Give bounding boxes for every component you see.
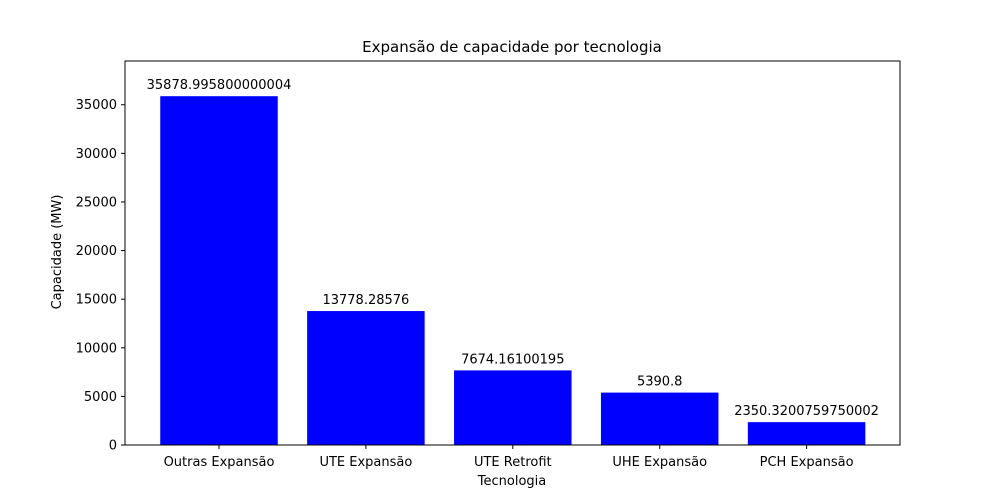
y-tick-label: 30000 <box>76 147 117 162</box>
x-axis: Outras Expansão UTE Expansão UTE Retrofit U… <box>164 445 854 470</box>
bar <box>454 370 572 445</box>
x-tick-label: UTE Expansão <box>319 455 412 470</box>
y-axis-label: Capacidade (MW) <box>50 195 65 310</box>
y-tick-label: 10000 <box>76 341 117 356</box>
bar-value-label: 2350.3200759750002 <box>734 404 879 419</box>
y-tick-label: 0 <box>109 439 117 454</box>
x-tick-label: UHE Expansão <box>612 455 707 470</box>
bar-value-label: 7674.16100195 <box>461 352 564 367</box>
bar <box>747 422 866 445</box>
plot-frame <box>124 60 901 446</box>
y-tick-label: 15000 <box>76 293 117 308</box>
x-tick-label: Outras Expansão <box>164 455 275 470</box>
x-axis-label: Tecnologia <box>477 474 546 489</box>
x-tick-label: PCH Expansão <box>760 455 854 470</box>
y-axis: 0 5000 10000 15000 20000 25000 30000 35000 <box>76 98 125 454</box>
bar <box>160 96 278 445</box>
bar <box>307 311 425 445</box>
bar-value-label: 13778.28576 <box>322 293 409 308</box>
bar-value-label: 35878.995800000004 <box>147 78 292 93</box>
y-tick-label: 35000 <box>76 98 117 113</box>
y-tick-label: 20000 <box>76 244 117 259</box>
bar <box>600 392 719 445</box>
bars-group <box>160 96 866 445</box>
y-tick-label: 5000 <box>84 390 117 405</box>
bar-value-label: 5390.8 <box>637 375 683 390</box>
y-tick-label: 25000 <box>76 195 117 210</box>
data-labels-group: 35878.995800000004 13778.28576 7674.161001… <box>147 78 879 419</box>
chart-title: Expansão de capacidade por tecnologia <box>362 38 662 56</box>
x-tick-label: UTE Retrofit <box>474 455 552 470</box>
